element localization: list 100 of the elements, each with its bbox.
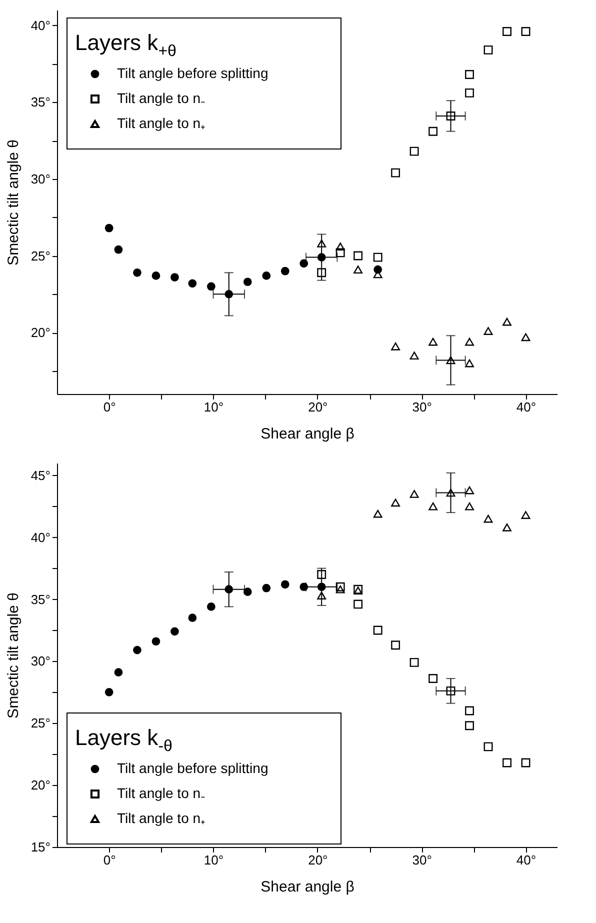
legend-label: Tilt angle before splitting xyxy=(117,65,268,81)
point xyxy=(243,278,252,286)
point xyxy=(206,602,216,611)
legend-label: Tilt angle before splitting xyxy=(117,760,268,776)
point xyxy=(300,259,308,268)
point xyxy=(317,268,326,278)
point xyxy=(521,27,530,36)
point xyxy=(391,342,400,350)
y-tick-label: 35° xyxy=(30,592,50,607)
point xyxy=(152,272,160,280)
point xyxy=(317,240,326,248)
point xyxy=(484,514,493,523)
y-tick-label: 30° xyxy=(30,171,50,186)
point xyxy=(336,585,345,594)
point xyxy=(336,248,345,258)
point xyxy=(262,272,271,280)
x-tick-label: 40° xyxy=(516,400,536,414)
point xyxy=(336,242,345,250)
x-tick-label: 10° xyxy=(204,400,224,414)
legend-label: Tilt angle to n₋ xyxy=(117,785,206,801)
point xyxy=(391,498,400,507)
y-tick-label: 15° xyxy=(30,840,50,854)
point xyxy=(502,318,512,326)
legend-label: Tilt angle to n₊ xyxy=(117,810,206,826)
x-axis-title: Shear angle β xyxy=(260,426,355,442)
point xyxy=(446,112,456,120)
point xyxy=(280,266,290,276)
point xyxy=(410,352,419,360)
point xyxy=(521,333,530,342)
point xyxy=(170,627,179,636)
point xyxy=(446,686,456,696)
point xyxy=(446,488,456,497)
y-tick-label: 45° xyxy=(30,468,50,483)
point xyxy=(114,245,123,254)
x-tick-label: 30° xyxy=(412,400,432,414)
point xyxy=(465,706,474,716)
point xyxy=(410,146,419,156)
point xyxy=(354,600,363,609)
point xyxy=(354,266,363,274)
y-axis-title: Smectic tilt angle θ xyxy=(4,140,22,266)
point xyxy=(502,758,512,768)
point xyxy=(104,688,114,696)
point xyxy=(428,126,438,136)
point xyxy=(428,502,438,510)
x-tick-label: 40° xyxy=(516,852,536,868)
point xyxy=(465,502,474,510)
point xyxy=(317,592,326,600)
y-tick-label: 35° xyxy=(30,94,50,110)
y-tick-label: 20° xyxy=(30,325,50,340)
point xyxy=(336,582,345,592)
y-tick-label: 25° xyxy=(30,716,50,731)
y-tick-label: 40° xyxy=(30,530,50,545)
point xyxy=(465,338,474,346)
x-tick-label: 20° xyxy=(308,400,328,414)
x-tick-label: 0° xyxy=(103,400,116,414)
y-tick-label: 30° xyxy=(30,654,50,669)
x-axis-title: Shear angle β xyxy=(260,878,355,896)
point xyxy=(317,570,326,579)
point xyxy=(280,580,290,589)
point xyxy=(484,742,493,752)
point xyxy=(354,586,363,595)
x-tick-label: 20° xyxy=(308,852,328,868)
point xyxy=(373,626,382,635)
point xyxy=(410,490,419,498)
point xyxy=(484,45,493,54)
y-tick-label: 25° xyxy=(30,248,50,264)
point xyxy=(354,251,363,260)
point xyxy=(465,359,474,368)
point xyxy=(354,584,363,594)
point xyxy=(484,327,493,335)
point xyxy=(521,758,530,768)
point xyxy=(410,658,419,667)
point xyxy=(521,511,530,519)
y-axis-title: Smectic tilt angle θ xyxy=(4,592,22,718)
y-tick-label: 20° xyxy=(30,778,50,793)
point xyxy=(465,486,474,494)
point xyxy=(262,584,271,592)
x-tick-label: 0° xyxy=(103,852,116,868)
point xyxy=(133,268,142,277)
point xyxy=(502,523,512,532)
x-tick-label: 30° xyxy=(412,852,432,868)
point xyxy=(104,224,114,232)
point xyxy=(188,279,197,288)
point xyxy=(152,637,160,646)
point xyxy=(465,88,474,98)
point xyxy=(170,273,179,282)
point xyxy=(373,510,382,518)
point xyxy=(188,614,197,622)
point xyxy=(428,338,438,346)
y-tick-label: 40° xyxy=(30,18,50,33)
legend-label: Tilt angle to n₋ xyxy=(117,90,206,106)
point xyxy=(428,674,438,684)
point xyxy=(502,27,512,36)
point xyxy=(391,640,400,650)
legend-label: Tilt angle to n₊ xyxy=(117,115,206,131)
point xyxy=(446,356,456,364)
x-tick-label: 10° xyxy=(204,852,224,868)
point xyxy=(373,252,382,262)
point xyxy=(465,70,474,79)
point xyxy=(133,646,142,654)
